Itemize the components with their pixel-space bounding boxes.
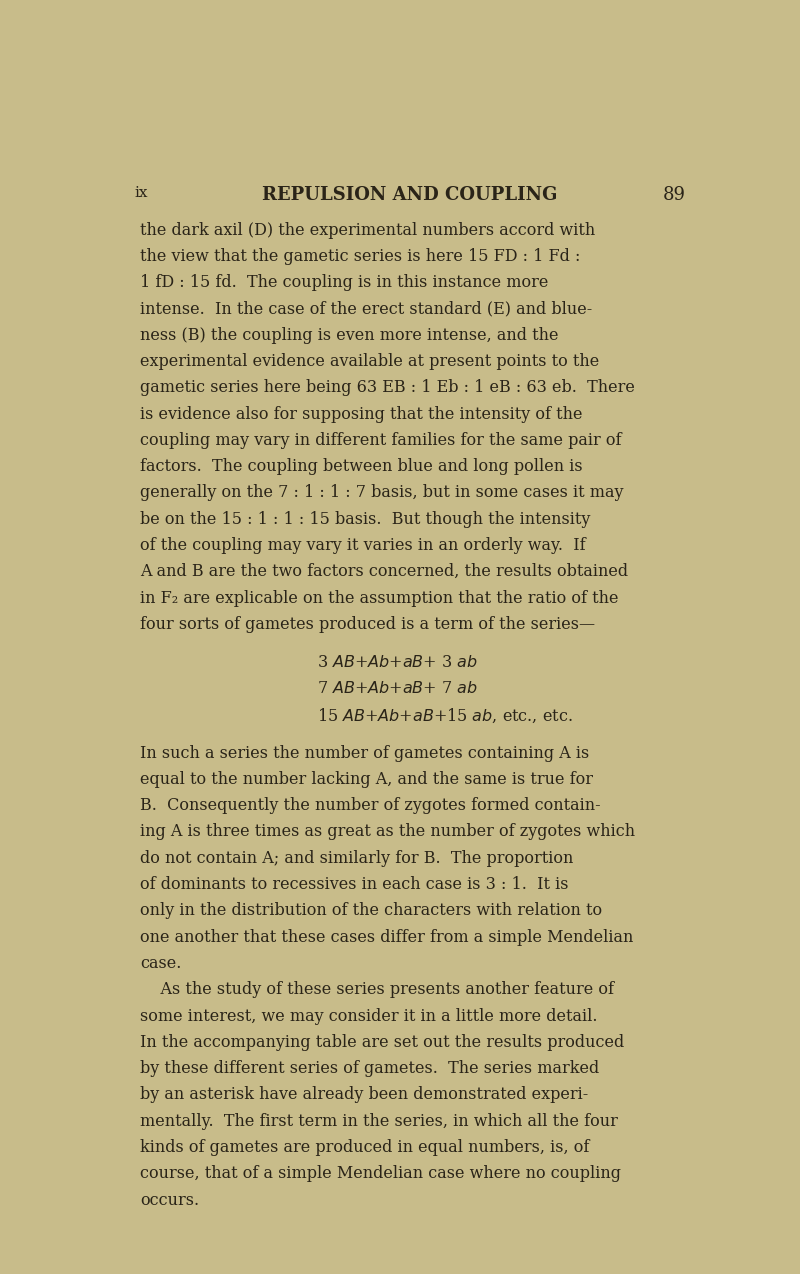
Text: some interest, we may consider it in a little more detail.: some interest, we may consider it in a l… (140, 1008, 598, 1024)
Text: B.  Consequently the number of zygotes formed contain-: B. Consequently the number of zygotes fo… (140, 798, 601, 814)
Text: mentally.  The first term in the series, in which all the four: mentally. The first term in the series, … (140, 1112, 618, 1130)
Text: experimental evidence available at present points to the: experimental evidence available at prese… (140, 353, 599, 369)
Text: of dominants to recessives in each case is 3 : 1.  It is: of dominants to recessives in each case … (140, 877, 569, 893)
Text: REPULSION AND COUPLING: REPULSION AND COUPLING (262, 186, 558, 204)
Text: 7 $AB$+$Ab$+$aB$+ 7 $ab$: 7 $AB$+$Ab$+$aB$+ 7 $ab$ (317, 680, 478, 697)
Text: In the accompanying table are set out the results produced: In the accompanying table are set out th… (140, 1033, 625, 1051)
Text: A and B are the two factors concerned, the results obtained: A and B are the two factors concerned, t… (140, 563, 629, 581)
Text: by these different series of gametes.  The series marked: by these different series of gametes. Th… (140, 1060, 599, 1077)
Text: 15 $AB$+$Ab$+$aB$+15 $ab$, etc., etc.: 15 $AB$+$Ab$+$aB$+15 $ab$, etc., etc. (317, 707, 573, 725)
Text: the view that the gametic series is here 15 FD : 1 Fd :: the view that the gametic series is here… (140, 248, 581, 265)
Text: one another that these cases differ from a simple Mendelian: one another that these cases differ from… (140, 929, 634, 945)
Text: intense.  In the case of the erect standard (E) and blue-: intense. In the case of the erect standa… (140, 301, 593, 317)
Text: 89: 89 (663, 186, 686, 204)
Text: coupling may vary in different families for the same pair of: coupling may vary in different families … (140, 432, 622, 448)
Text: do not contain A; and similarly for B.  The proportion: do not contain A; and similarly for B. T… (140, 850, 574, 866)
Text: be on the 15 : 1 : 1 : 15 basis.  But though the intensity: be on the 15 : 1 : 1 : 15 basis. But tho… (140, 511, 590, 527)
Text: equal to the number lacking A, and the same is true for: equal to the number lacking A, and the s… (140, 771, 594, 787)
Text: generally on the 7 : 1 : 1 : 7 basis, but in some cases it may: generally on the 7 : 1 : 1 : 7 basis, bu… (140, 484, 624, 502)
Text: 3 $AB$+$Ab$+$aB$+ 3 $ab$: 3 $AB$+$Ab$+$aB$+ 3 $ab$ (317, 654, 478, 671)
Text: factors.  The coupling between blue and long pollen is: factors. The coupling between blue and l… (140, 459, 583, 475)
Text: As the study of these series presents another feature of: As the study of these series presents an… (140, 981, 614, 999)
Text: case.: case. (140, 956, 182, 972)
Text: of the coupling may vary it varies in an orderly way.  If: of the coupling may vary it varies in an… (140, 538, 586, 554)
Text: the dark axil (D) the experimental numbers accord with: the dark axil (D) the experimental numbe… (140, 222, 595, 238)
Text: by an asterisk have already been demonstrated experi-: by an asterisk have already been demonst… (140, 1087, 589, 1103)
Text: occurs.: occurs. (140, 1191, 199, 1209)
Text: four sorts of gametes produced is a term of the series—: four sorts of gametes produced is a term… (140, 615, 595, 633)
Text: ing A is three times as great as the number of zygotes which: ing A is three times as great as the num… (140, 823, 635, 841)
Text: In such a series the number of gametes containing A is: In such a series the number of gametes c… (140, 744, 590, 762)
Text: ix: ix (134, 186, 147, 200)
Text: is evidence also for supposing that the intensity of the: is evidence also for supposing that the … (140, 405, 582, 423)
Text: 1 fD : 15 fd.  The coupling is in this instance more: 1 fD : 15 fd. The coupling is in this in… (140, 274, 549, 292)
Text: course, that of a simple Mendelian case where no coupling: course, that of a simple Mendelian case … (140, 1166, 622, 1182)
Text: gametic series here being 63 EB : 1 Eb : 1 eB : 63 eb.  There: gametic series here being 63 EB : 1 Eb :… (140, 380, 635, 396)
Text: kinds of gametes are produced in equal numbers, is, of: kinds of gametes are produced in equal n… (140, 1139, 590, 1156)
Text: in F₂ are explicable on the assumption that the ratio of the: in F₂ are explicable on the assumption t… (140, 590, 619, 606)
Text: only in the distribution of the characters with relation to: only in the distribution of the characte… (140, 902, 602, 920)
Text: ness (B) the coupling is even more intense, and the: ness (B) the coupling is even more inten… (140, 326, 558, 344)
